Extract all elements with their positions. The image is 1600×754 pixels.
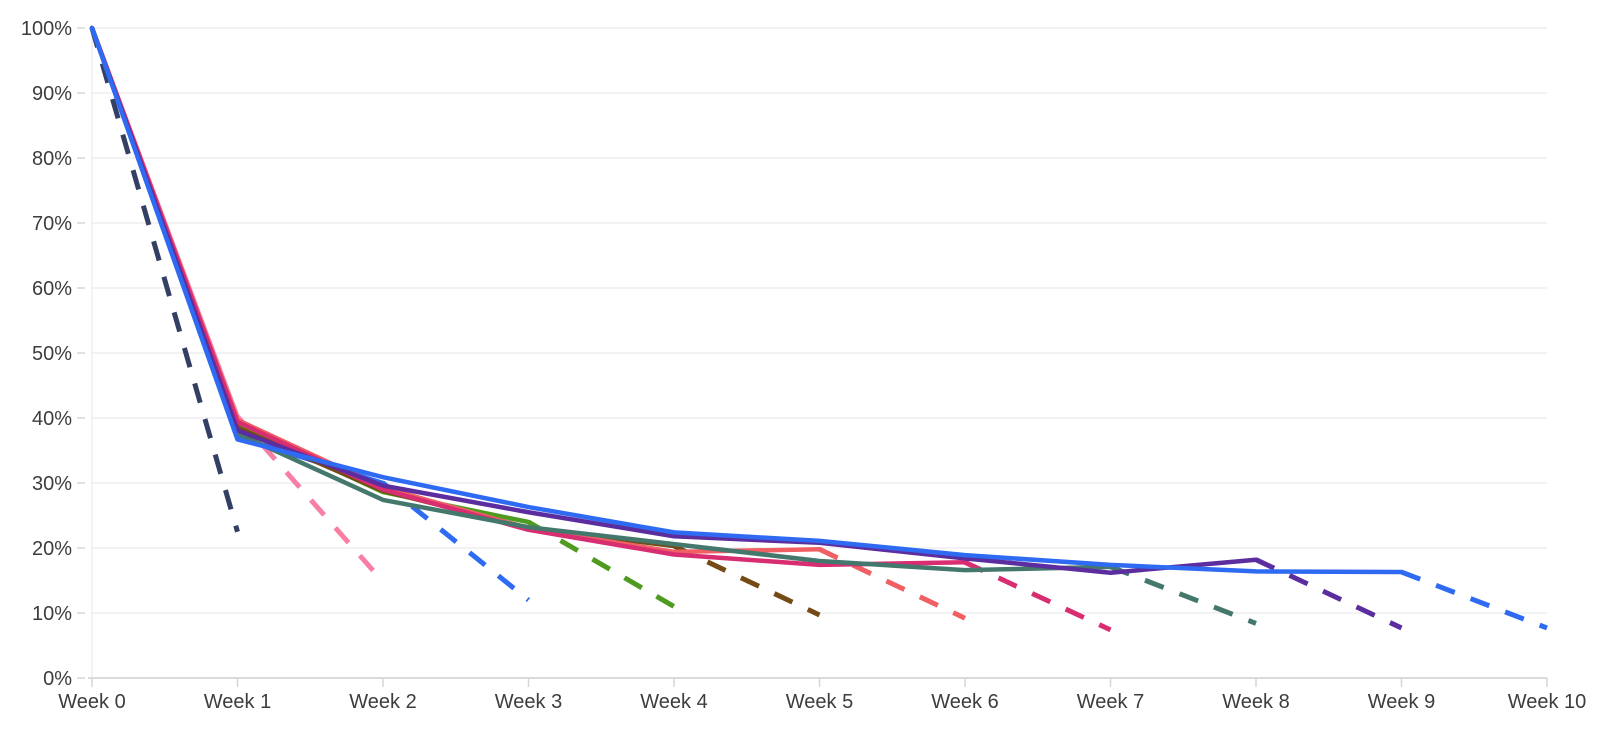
x-axis-label: Week 2 (349, 691, 416, 713)
y-axis-label: 80% (32, 148, 72, 170)
x-axis-label: Week 6 (931, 691, 998, 713)
y-axis-label: 90% (32, 83, 72, 105)
cohort-ending-week-5-projected-line (672, 543, 821, 618)
x-axis-label: Week 8 (1222, 691, 1289, 713)
cohort-ending-week-5-observed-line (89, 25, 677, 549)
cohort-ending-week-8-projected-line (1109, 564, 1257, 626)
x-axis-label: Week 1 (204, 691, 271, 713)
cohort-ending-week-9-observed-line (89, 25, 1259, 575)
cohort-ending-week-6-observed-line (89, 25, 822, 555)
y-axis-label: 30% (32, 473, 72, 495)
cohort-ending-week-8-observed-line (89, 25, 1113, 573)
cohort-ending-week-1-projected-line (89, 27, 240, 533)
y-axis-label: 70% (32, 213, 72, 235)
x-axis-label: Week 5 (786, 691, 853, 713)
cohort-ending-week-6-projected-line (818, 547, 967, 621)
y-axis-label: 50% (32, 343, 72, 365)
cohort-ending-week-7-observed-line (89, 25, 968, 568)
x-axis-label: Week 9 (1368, 691, 1435, 713)
cohort-ending-week-7-projected-line (963, 560, 1112, 633)
y-axis-label: 20% (32, 538, 72, 560)
cohort-ending-week-4-projected-line (527, 519, 676, 609)
x-axis-label: Week 3 (495, 691, 562, 713)
cohort-ending-week-3-projected-line (381, 481, 531, 602)
y-axis-label: 10% (32, 603, 72, 625)
cohort-ending-week-10-observed-line (89, 25, 1404, 575)
cohort-ending-week-4-observed-line (89, 25, 531, 525)
cohort-ending-week-10-projected-line (1400, 569, 1548, 631)
cohort-ending-week-9-projected-line (1254, 557, 1403, 631)
y-axis-label: 40% (32, 408, 72, 430)
x-axis-label: Week 4 (640, 691, 707, 713)
x-axis-label: Week 0 (58, 691, 125, 713)
y-axis-label: 0% (43, 668, 72, 690)
y-axis-label: 100% (21, 18, 72, 40)
x-axis-label: Week 7 (1077, 691, 1144, 713)
x-axis-label: Week 10 (1508, 691, 1587, 713)
y-axis-label: 60% (32, 278, 72, 300)
